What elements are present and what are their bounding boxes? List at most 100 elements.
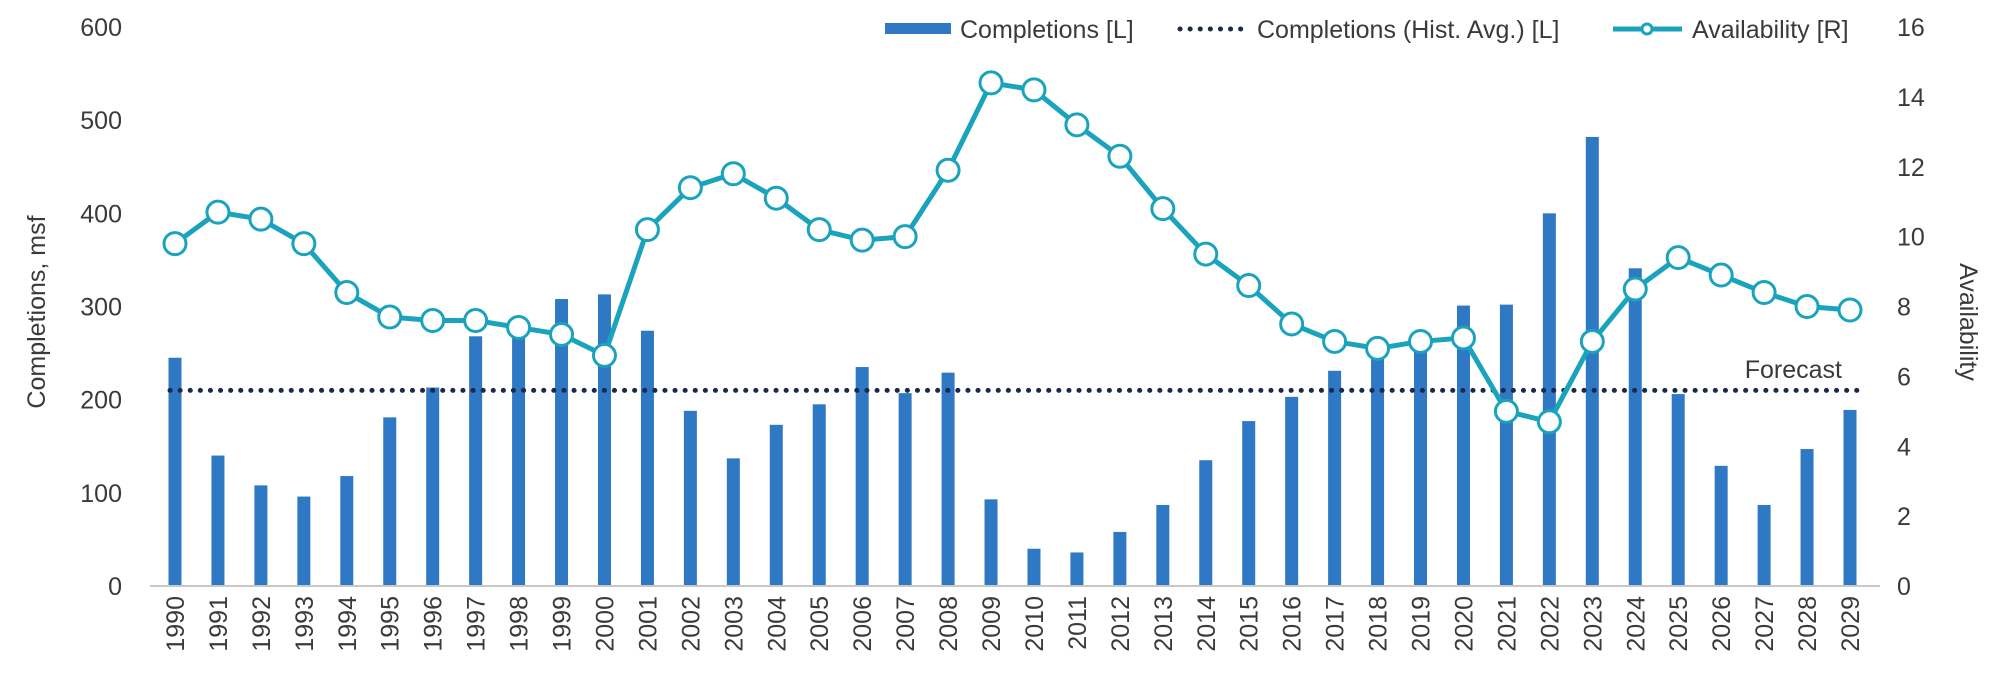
legend-availability-marker [1640, 22, 1654, 36]
availability-point-1990 [162, 231, 188, 257]
availability-point-2011 [1064, 112, 1090, 138]
bar-completions-2019 [1414, 348, 1428, 586]
availability-point-2027 [1751, 280, 1777, 306]
bar-completions-2024 [1628, 268, 1642, 586]
x-axis-tick-label: 1993 [291, 596, 319, 652]
legend: Completions [L] Completions (Hist. Avg.)… [885, 16, 1849, 44]
availability-point-1998 [506, 314, 532, 340]
availability-point-2009 [978, 70, 1004, 96]
availability-point-2015 [1236, 273, 1262, 299]
bar-completions-2003 [726, 458, 740, 586]
x-axis-tick-label: 2018 [1365, 596, 1393, 652]
availability-point-2004 [763, 185, 789, 211]
left-axis-tick-label: 0 [108, 573, 122, 601]
availability-point-1991 [205, 199, 231, 225]
availability-point-2010 [1021, 77, 1047, 103]
x-axis-tick-label: 2025 [1665, 596, 1693, 652]
x-axis-tick-label: 2028 [1794, 596, 1822, 652]
x-axis-tick-label: 2009 [978, 596, 1006, 652]
right-axis-tick-label: 4 [1897, 433, 1911, 461]
bars-layer [168, 136, 1857, 587]
bar-completions-2005 [812, 404, 826, 586]
x-axis-tick-label: 1997 [463, 596, 491, 652]
x-axis-tick-label: 2006 [849, 596, 877, 652]
x-axis-tick-label: 2017 [1322, 596, 1350, 652]
availability-point-1995 [377, 304, 403, 330]
x-axis-tick-label: 1996 [420, 596, 448, 652]
bar-completions-2001 [640, 330, 654, 586]
availability-point-2005 [806, 217, 832, 243]
x-axis-tick-label: 1992 [248, 596, 276, 652]
bar-completions-2025 [1671, 394, 1685, 586]
left-axis-tick-label: 600 [80, 14, 122, 42]
availability-point-1994 [334, 280, 360, 306]
bar-completions-2017 [1328, 370, 1342, 586]
x-axis-tick-label: 2004 [763, 596, 791, 652]
x-axis-tick-label: 2005 [806, 596, 834, 652]
availability-point-2018 [1365, 335, 1391, 361]
bar-completions-2015 [1242, 421, 1256, 586]
bar-completions-2010 [1027, 548, 1041, 586]
left-axis-tick-label: 100 [80, 480, 122, 508]
bar-completions-2009 [984, 499, 998, 586]
availability-point-2021 [1493, 398, 1519, 424]
right-axis-title: Availability [1954, 263, 1982, 381]
availability-point-1993 [291, 231, 317, 257]
x-axis-tick-label: 2012 [1107, 596, 1135, 652]
availability-point-2025 [1665, 245, 1691, 271]
x-axis-tick-label: 2001 [634, 596, 662, 652]
bar-completions-2028 [1800, 449, 1814, 586]
x-axis-tick-label: 2016 [1279, 596, 1307, 652]
legend-label-completions: Completions [L] [960, 16, 1134, 44]
x-axis-tick-label: 2021 [1493, 596, 1521, 652]
x-axis-tick-label: 2023 [1579, 596, 1607, 652]
availability-point-2002 [677, 175, 703, 201]
right-axis-tick-label: 2 [1897, 503, 1911, 531]
left-axis-title: Completions, msf [23, 215, 51, 408]
availability-point-2003 [720, 161, 746, 187]
x-axis-tick-label: 2007 [892, 596, 920, 652]
availability-point-2019 [1408, 328, 1434, 354]
left-axis-tick-label: 500 [80, 107, 122, 135]
bar-completions-2020 [1456, 305, 1470, 586]
bar-completions-2026 [1714, 465, 1728, 586]
x-axis-tick-label: 2015 [1236, 596, 1264, 652]
availability-point-2026 [1708, 262, 1734, 288]
left-axis-tick-label: 200 [80, 387, 122, 415]
x-axis-tick-label: 1999 [549, 596, 577, 652]
availability-point-2028 [1794, 294, 1820, 319]
x-axis-tick-label: 1998 [506, 596, 534, 652]
availability-point-2024 [1622, 276, 1648, 302]
availability-layer [162, 70, 1863, 435]
x-axis-tick-label: 2020 [1450, 596, 1478, 652]
right-axis-tick-label: 10 [1897, 224, 1925, 252]
bar-completions-1991 [211, 455, 225, 586]
bar-completions-2029 [1843, 409, 1857, 586]
bar-completions-1998 [512, 325, 526, 586]
x-axis-tick-label: 2000 [591, 596, 619, 652]
x-axis-tick-label: 2002 [677, 596, 705, 652]
x-axis-tick-label: 2027 [1751, 596, 1779, 652]
left-axis-tick-label: 400 [80, 200, 122, 228]
bar-completions-2022 [1542, 213, 1556, 587]
x-axis-tick-label: 1995 [377, 596, 405, 652]
bar-completions-1990 [168, 357, 182, 586]
x-axis-tick-label: 1994 [334, 596, 362, 652]
x-axis-tick-label: 2026 [1708, 596, 1736, 652]
legend-label-availability: Availability [R] [1692, 16, 1849, 44]
bar-completions-2013 [1156, 504, 1170, 586]
bar-completions-2014 [1199, 460, 1213, 586]
availability-point-1996 [420, 307, 446, 333]
availability-point-2023 [1579, 328, 1605, 354]
availability-point-1997 [463, 307, 489, 333]
x-axis-tick-label: 2019 [1408, 596, 1436, 652]
availability-point-2006 [849, 227, 875, 253]
right-axis-tick-label: 8 [1897, 294, 1911, 322]
availability-point-2000 [591, 342, 617, 368]
bar-completions-2023 [1585, 136, 1599, 587]
legend-bar-swatch [885, 23, 951, 34]
x-axis-tick-label: 1990 [162, 596, 190, 652]
availability-point-2020 [1450, 325, 1476, 351]
availability-point-2001 [634, 217, 660, 243]
